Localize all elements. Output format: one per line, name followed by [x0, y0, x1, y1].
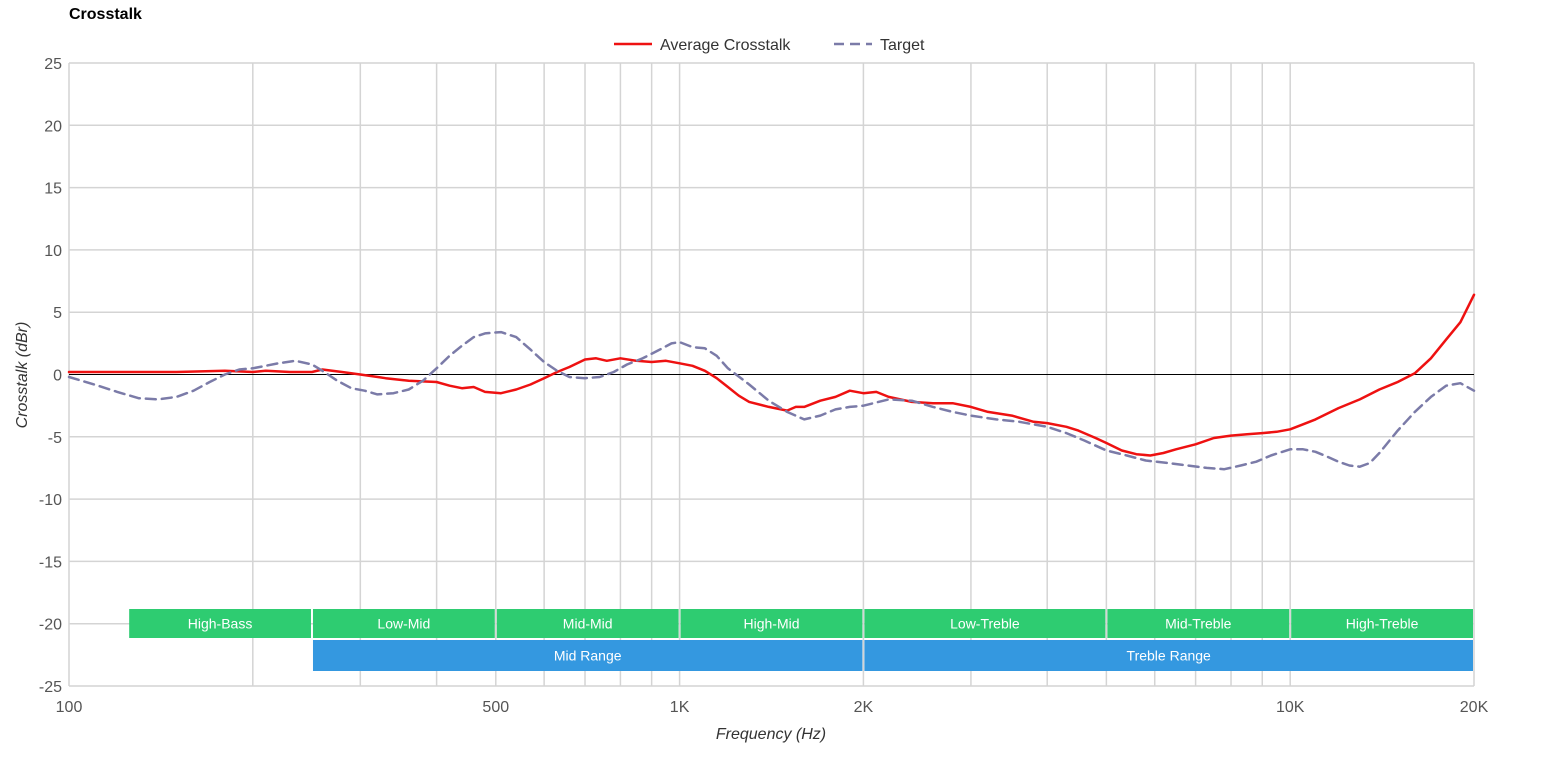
frequency-band	[1107, 609, 1290, 638]
x-axis-title: Frequency (Hz)	[716, 726, 826, 743]
y-tick-label: 10	[44, 243, 62, 260]
frequency-band	[1291, 609, 1473, 638]
y-tick-label: -5	[48, 430, 62, 447]
chart-title: Crosstalk	[69, 6, 142, 23]
x-tick-label: 2K	[854, 699, 874, 716]
legend-label: Target	[880, 37, 925, 54]
legend: Average Crosstalk Target	[614, 37, 925, 54]
frequency-band	[680, 609, 863, 638]
average-crosstalk-line	[67, 293, 1476, 457]
y-tick-label: -10	[39, 492, 62, 509]
y-tick-label: -15	[39, 554, 62, 571]
frequency-band-label: High-Treble	[1346, 616, 1419, 632]
x-tick-label: 100	[56, 699, 83, 716]
y-tick-label: -20	[39, 617, 62, 634]
frequency-band-label: High-Mid	[743, 616, 799, 632]
range-bands: High-Bass Low-Mid Mid-Mid High-Mid Low-Trebl…	[129, 609, 1473, 671]
range-band-label: Treble Range	[1127, 648, 1212, 664]
frequency-band-label: Low-Treble	[950, 616, 1020, 632]
y-tick-label: -25	[39, 679, 62, 696]
y-tick-label: 15	[44, 181, 62, 198]
frequency-band	[129, 609, 311, 638]
frequency-band-label: Mid-Mid	[563, 616, 613, 632]
x-tick-label: 1K	[670, 699, 690, 716]
y-tick-labels: 25 20 15 10 5 0 -5 -10 -15 -20 -25	[39, 56, 62, 696]
frequency-band	[496, 609, 679, 638]
frequency-band	[312, 609, 495, 638]
frequency-band-label: Mid-Treble	[1165, 616, 1232, 632]
legend-label: Average Crosstalk	[660, 37, 791, 54]
frequency-band-label: High-Bass	[188, 616, 253, 632]
y-tick-label: 25	[44, 56, 62, 73]
grid	[68, 62, 1475, 687]
x-tick-label: 500	[482, 699, 509, 716]
series-lines	[67, 293, 1476, 471]
x-tick-label: 10K	[1276, 699, 1305, 716]
y-axis-title: Crosstalk (dBr)	[14, 322, 31, 429]
range-band	[864, 640, 1473, 671]
frequency-band	[864, 609, 1106, 638]
range-band	[312, 640, 863, 671]
range-band-label: Mid Range	[554, 648, 622, 664]
x-tick-labels: 100 500 1K 2K 10K 20K	[56, 699, 1489, 716]
y-tick-label: 20	[44, 118, 62, 135]
target-line	[67, 330, 1476, 471]
y-tick-label: 0	[53, 368, 62, 385]
y-tick-label: 5	[53, 305, 62, 322]
x-tick-label: 20K	[1460, 699, 1489, 716]
frequency-band-label: Low-Mid	[377, 616, 430, 632]
